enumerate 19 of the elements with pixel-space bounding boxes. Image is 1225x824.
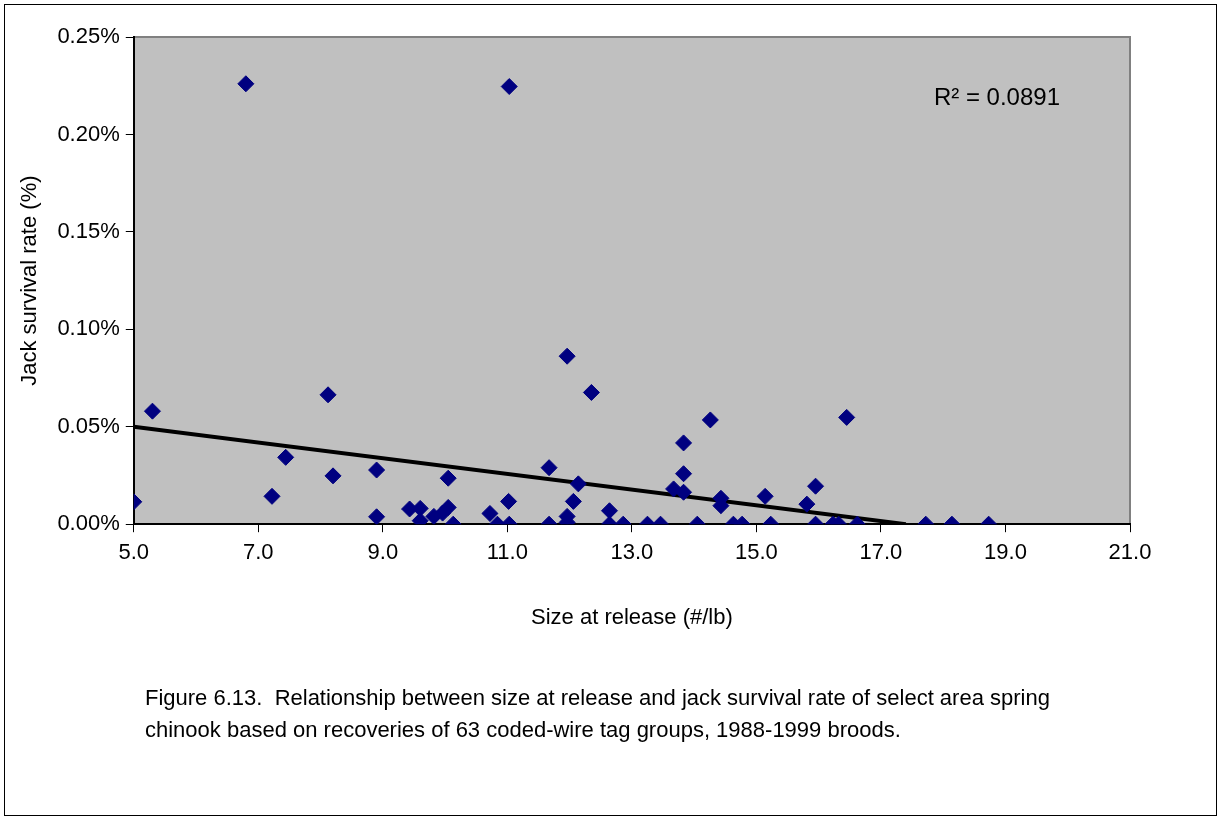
y-tick-label: 0.05% — [57, 412, 120, 438]
x-tick-label: 13.0 — [610, 539, 654, 565]
x-tick-label: 9.0 — [367, 539, 399, 565]
x-tick-label: 11.0 — [486, 539, 528, 565]
x-tick-label: 19.0 — [984, 539, 1027, 565]
x-tick-label: 17.0 — [859, 539, 903, 565]
x-tick-label: 7.0 — [243, 539, 274, 565]
x-tick-label: 21.0 — [1108, 539, 1152, 565]
y-axis-title: Jack survival rate (%) — [16, 175, 42, 386]
x-axis-title: Size at release (#/lb) — [531, 603, 733, 629]
x-tick-label: 15.0 — [735, 539, 778, 565]
y-tick-label: 0.00% — [57, 510, 120, 536]
y-tick-label: 0.20% — [57, 120, 120, 146]
x-tick-label: 5.0 — [118, 539, 150, 565]
annotation: R² = 0.0891 — [933, 83, 1060, 110]
y-tick-label: 0.10% — [57, 315, 120, 341]
y-tick-label: 0.15% — [57, 217, 120, 243]
caption: Figure 6.13. Relationship between size at release and jack survival rate of select area spring chinook based on recoveries of 63 coded-wire tag groups, 1988-1999 broods. — [145, 685, 1050, 742]
y-tick-label: 0.25% — [57, 23, 120, 49]
